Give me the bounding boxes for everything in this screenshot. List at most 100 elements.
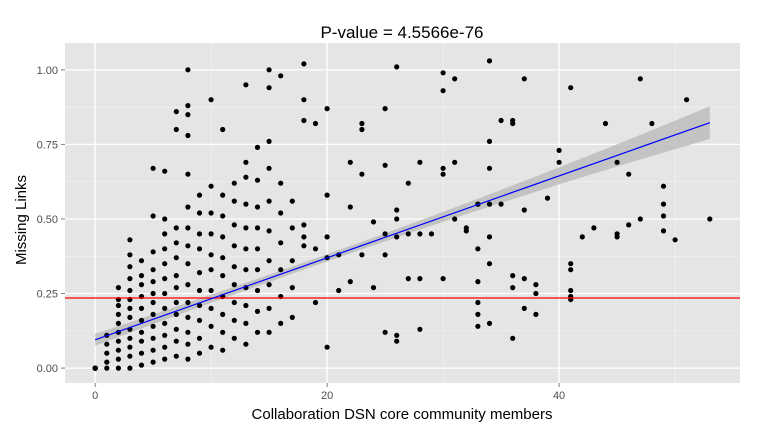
data-point <box>649 120 655 127</box>
data-point <box>486 320 493 326</box>
data-point <box>231 335 237 341</box>
data-points <box>92 58 713 371</box>
data-point <box>707 216 713 222</box>
data-point <box>162 231 168 237</box>
data-point <box>231 282 237 288</box>
data-point <box>266 329 272 335</box>
data-point <box>162 332 168 338</box>
data-point <box>394 338 400 344</box>
data-point <box>266 198 272 204</box>
data-point <box>266 165 272 171</box>
data-point <box>138 338 145 344</box>
data-point <box>150 165 156 171</box>
data-point <box>382 329 388 335</box>
data-point <box>614 159 620 165</box>
data-point <box>521 207 527 213</box>
data-point <box>127 353 133 359</box>
data-point <box>359 120 365 127</box>
data-point <box>173 311 179 317</box>
data-point <box>382 252 388 258</box>
data-point <box>347 204 353 210</box>
data-point <box>324 344 330 350</box>
data-point <box>185 204 191 210</box>
data-point <box>243 159 249 165</box>
data-point <box>254 246 261 252</box>
data-point <box>254 204 261 210</box>
data-point <box>254 267 261 273</box>
data-point <box>220 192 226 198</box>
data-point <box>394 216 400 222</box>
data-point <box>440 165 446 171</box>
chart-title: P-value = 4.5566e-76 <box>320 23 483 42</box>
data-point <box>626 171 632 177</box>
data-point <box>475 279 481 285</box>
data-point <box>510 117 516 124</box>
data-point <box>115 365 121 371</box>
data-point <box>231 222 237 228</box>
data-point <box>162 290 168 297</box>
data-point <box>173 240 179 246</box>
data-point <box>254 225 261 231</box>
data-point <box>162 261 168 267</box>
data-point <box>394 64 400 70</box>
data-point <box>254 144 261 150</box>
data-point <box>220 213 226 219</box>
data-point <box>115 356 121 362</box>
data-point <box>173 126 179 133</box>
data-point <box>231 264 237 270</box>
y-tick-label: 0.25 <box>37 289 58 301</box>
data-point <box>289 258 295 264</box>
data-point <box>243 246 249 252</box>
data-point <box>208 305 214 311</box>
data-point <box>626 222 632 228</box>
x-tick-label: 0 <box>92 390 98 402</box>
data-point <box>162 276 168 282</box>
data-point <box>173 338 179 344</box>
data-point <box>196 335 203 341</box>
data-point <box>208 183 214 189</box>
data-point <box>533 282 539 288</box>
data-point <box>278 267 284 273</box>
y-tick-label: 1.00 <box>37 65 58 77</box>
data-point <box>138 362 145 368</box>
data-point <box>104 341 110 347</box>
data-point <box>463 225 469 231</box>
data-point <box>231 243 237 249</box>
data-point <box>220 347 226 353</box>
data-point <box>208 210 214 216</box>
data-point <box>138 329 145 335</box>
data-point <box>208 97 214 103</box>
y-tick-label: 0.00 <box>37 363 58 375</box>
data-point <box>150 323 156 329</box>
data-point <box>231 180 237 186</box>
data-point <box>162 168 168 174</box>
data-point <box>185 299 191 306</box>
data-point <box>417 326 423 332</box>
data-point <box>637 76 643 82</box>
data-point <box>243 302 249 309</box>
data-point <box>254 308 261 314</box>
data-point <box>324 234 330 240</box>
y-axis-title: Missing Links <box>13 175 30 265</box>
data-point <box>440 70 446 76</box>
data-point <box>510 285 516 291</box>
data-point <box>104 365 110 371</box>
data-point <box>162 216 168 222</box>
data-point <box>196 192 203 198</box>
data-point <box>382 231 388 237</box>
data-point <box>533 311 539 317</box>
data-point <box>150 249 156 255</box>
data-point <box>544 195 551 201</box>
data-point <box>173 273 179 279</box>
data-point <box>162 305 168 311</box>
data-point <box>150 290 156 297</box>
data-point <box>510 273 516 279</box>
data-point <box>278 73 284 79</box>
data-point <box>185 112 191 118</box>
data-point <box>266 67 272 73</box>
data-point <box>150 299 156 306</box>
data-point <box>266 305 272 311</box>
y-tick-label: 0.75 <box>37 139 58 151</box>
data-point <box>185 314 191 320</box>
data-point <box>138 282 145 288</box>
